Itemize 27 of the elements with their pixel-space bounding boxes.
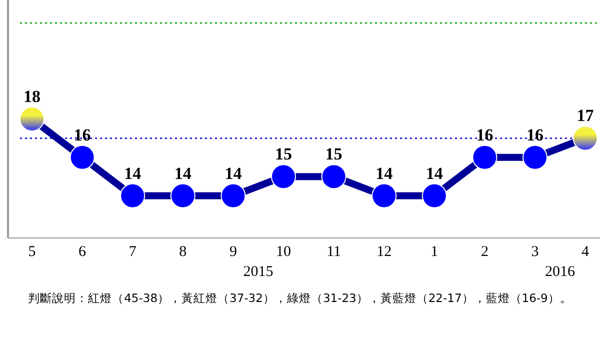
x-tick-label: 7 [128, 244, 137, 260]
data-label: 16 [526, 125, 544, 144]
x-tick-label: 9 [229, 244, 237, 260]
x-tick-label: 3 [531, 244, 539, 260]
data-label: 16 [476, 125, 494, 144]
text: 2016 [545, 264, 576, 280]
data-label: 16 [74, 125, 91, 144]
x-tick-label: 10 [276, 244, 291, 260]
x-tick-label: 11 [326, 244, 342, 260]
data-label: 14 [224, 164, 242, 183]
data-label: 17 [576, 106, 594, 126]
x-tick-label: 12 [376, 244, 392, 260]
text: 判斷說明：紅燈（45-38），黃紅燈（37-32），綠燈（31-23），黃藍燈（22-17），藍燈（16-9）。 [28, 291, 572, 305]
x-tick-label: 4 [582, 244, 590, 260]
data-label: 14 [124, 164, 142, 183]
data-label: 14 [426, 164, 444, 183]
data-label: 15 [325, 144, 342, 164]
data-label: 14 [376, 164, 394, 183]
x-tick-label: 2 [480, 244, 488, 260]
data-label: 14 [174, 164, 192, 183]
data-label: 15 [275, 144, 292, 164]
x-tick-label: 5 [28, 244, 36, 260]
x-tick-label: 6 [78, 244, 87, 260]
text: 2015 [243, 264, 274, 280]
data-label: 18 [24, 87, 40, 106]
x-tick-label: 8 [179, 244, 187, 260]
x-tick-label: 1 [430, 244, 438, 260]
